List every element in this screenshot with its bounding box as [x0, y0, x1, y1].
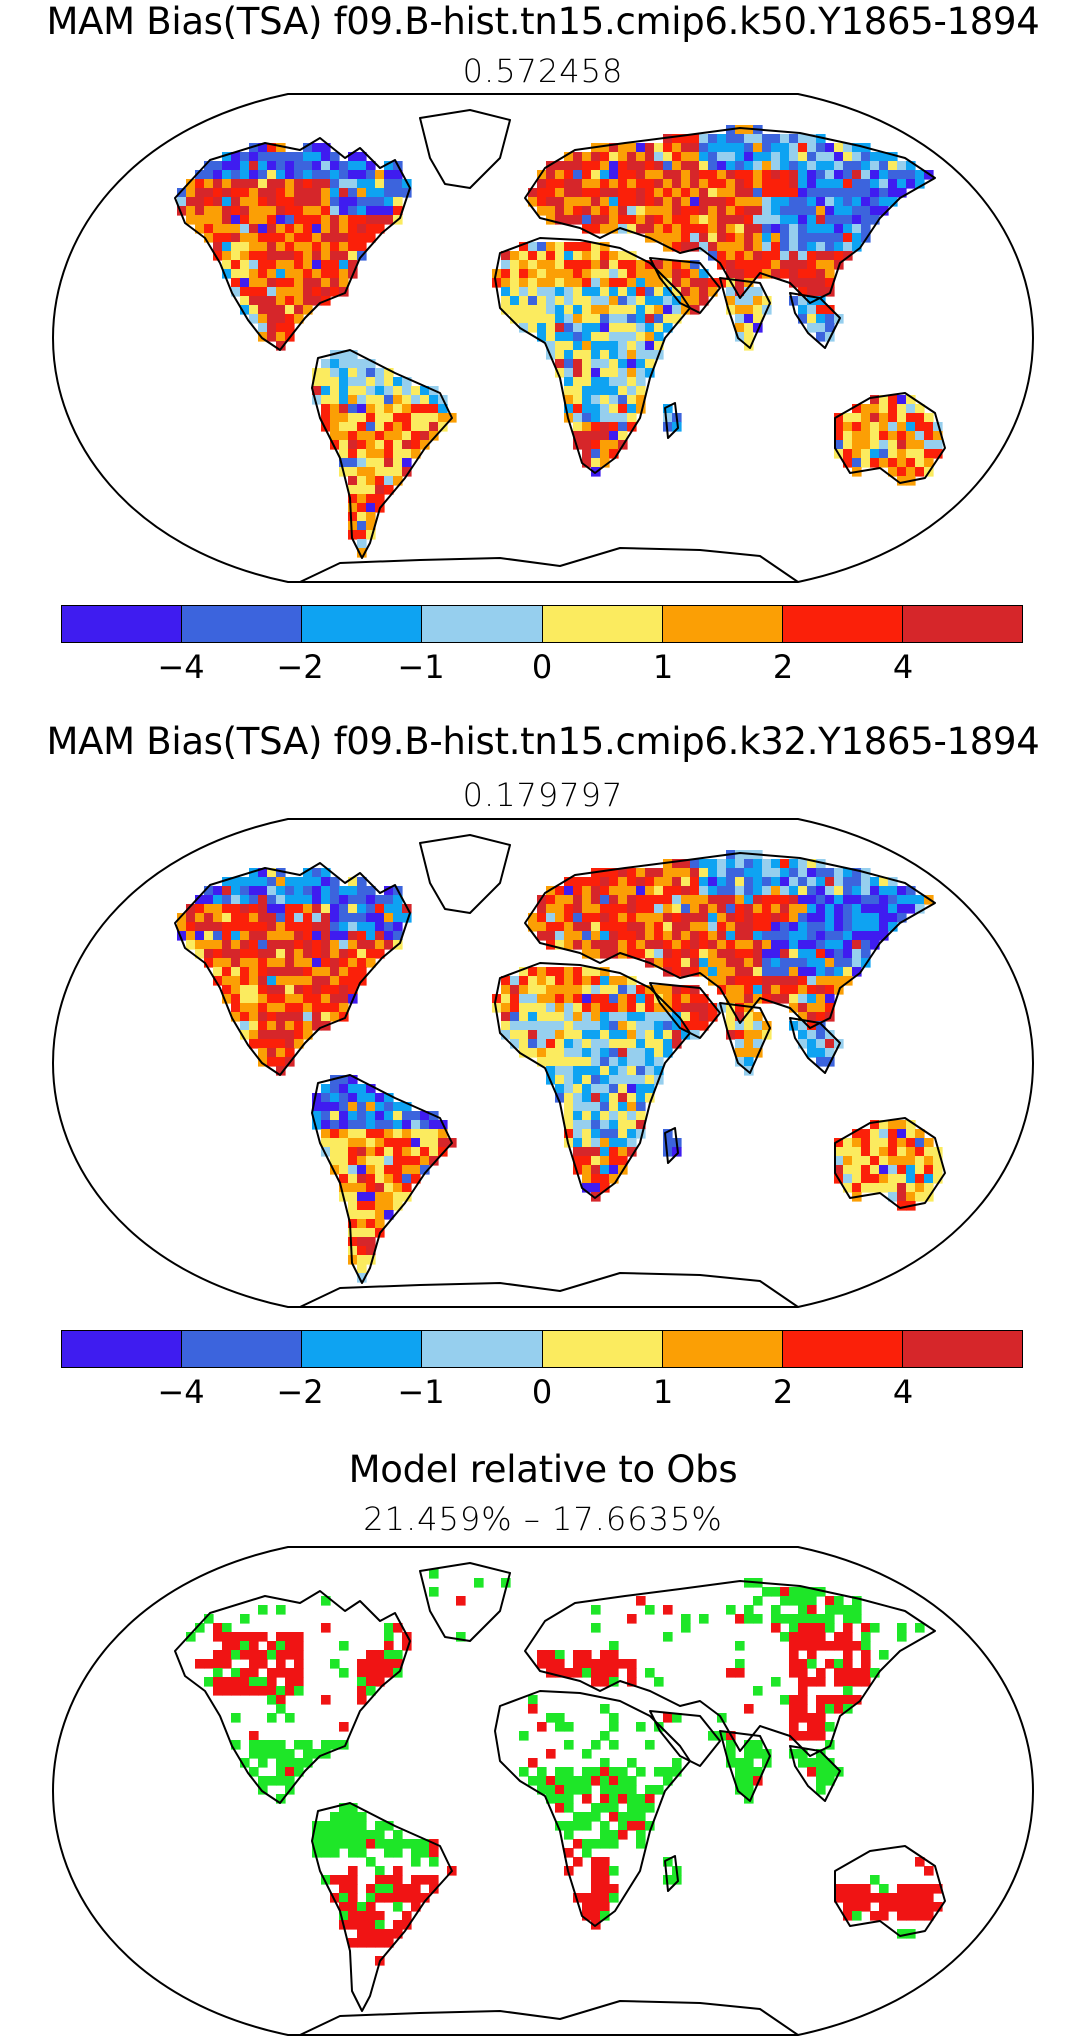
coastline-southAmerica — [311, 1074, 453, 1284]
panel-1-colorbar-ticks: −4 −2 −1 0 1 2 4 — [0, 648, 1086, 688]
coastline-seAsia — [789, 1745, 841, 1802]
coastline-eurasia — [524, 127, 936, 304]
coastline-madagascar — [664, 1127, 679, 1164]
colorbar-swatch-4 — [542, 606, 663, 642]
coastline-madagascar — [664, 402, 679, 439]
coastline-northAmerica — [174, 1590, 411, 1804]
colorbar-swatch-6 — [782, 606, 903, 642]
coastlines — [174, 109, 946, 582]
panel-1-title: MAM Bias(TSA) f09.B-hist.tn15.cmip6.k50.… — [46, 0, 1040, 43]
colorbar-swatch-0 — [62, 1331, 183, 1367]
coastline-antarctica — [299, 2000, 799, 2035]
panel-3-title: Model relative to Obs — [348, 1448, 738, 1491]
colorbar-swatch-0 — [62, 606, 183, 642]
colorbar-tick-label: −2 — [276, 1373, 324, 1411]
coastline-greenland — [419, 834, 511, 914]
colorbar-tick-label: −1 — [397, 648, 445, 686]
coastline-antarctica — [299, 1272, 799, 1307]
colorbar-tick-label: 1 — [652, 1373, 674, 1411]
panel-1-colorbar — [61, 605, 1023, 643]
coastline-eurasia — [524, 852, 936, 1029]
colorbar-swatch-3 — [422, 1331, 543, 1367]
colorbar-swatch-4 — [542, 1331, 663, 1367]
coastline-africa — [494, 962, 691, 1199]
coastline-arabia — [649, 982, 721, 1039]
colorbar-tick-label: 4 — [892, 648, 914, 686]
colorbar-swatch-5 — [662, 1331, 783, 1367]
map-frame — [51, 93, 1035, 583]
coastline-africa — [494, 237, 691, 474]
colorbar-tick-label: 0 — [531, 648, 553, 686]
panel-2-subtitle: 0.179797 — [462, 776, 624, 814]
colorbar-swatch-5 — [662, 606, 783, 642]
colorbar-swatch-1 — [182, 1331, 303, 1367]
map-frame — [51, 1546, 1035, 2036]
colorbar-swatch-6 — [782, 1331, 903, 1367]
coastlines — [174, 834, 946, 1307]
panel-1-subtitle: 0.572458 — [462, 52, 624, 90]
colorbar-swatch-3 — [422, 606, 543, 642]
colorbar-swatch-7 — [902, 1331, 1022, 1367]
coastline-southAmerica — [311, 1802, 453, 2012]
coastline-madagascar — [664, 1855, 679, 1892]
panel-2-colorbar-ticks: −4 −2 −1 0 1 2 4 — [0, 1373, 1086, 1413]
coastline-australia — [834, 1845, 946, 1937]
coastline-africa — [494, 1690, 691, 1927]
colorbar-tick-label: 2 — [772, 1373, 794, 1411]
panel-2-map — [51, 818, 1035, 1308]
colorbar-swatch-1 — [182, 606, 303, 642]
panel-2-title: MAM Bias(TSA) f09.B-hist.tn15.cmip6.k32.… — [46, 720, 1040, 763]
coastline-india — [719, 277, 771, 349]
coastline-seAsia — [789, 1017, 841, 1074]
coastline-seAsia — [789, 292, 841, 349]
coastline-arabia — [649, 257, 721, 314]
panel-3-map — [51, 1546, 1035, 2036]
coastline-greenland — [419, 109, 511, 189]
coastline-northAmerica — [174, 137, 411, 351]
colorbar-tick-label: 4 — [892, 1373, 914, 1411]
colorbar-tick-label: −4 — [157, 648, 205, 686]
colorbar-tick-label: −2 — [276, 648, 324, 686]
colorbar-tick-label: −1 — [397, 1373, 445, 1411]
map-data-cells — [177, 125, 943, 558]
coastline-australia — [834, 392, 946, 484]
panel-2-colorbar — [61, 1330, 1023, 1368]
coastline-antarctica — [299, 547, 799, 582]
coastline-northAmerica — [174, 862, 411, 1076]
colorbar-tick-label: 1 — [652, 648, 674, 686]
map-data-cells — [186, 1569, 943, 1966]
colorbar-tick-label: −4 — [157, 1373, 205, 1411]
coastline-australia — [834, 1117, 946, 1209]
colorbar-swatch-2 — [302, 1331, 423, 1367]
coastline-southAmerica — [311, 349, 453, 559]
panel-3-subtitle: 21.459% – 17.6635% — [363, 1500, 723, 1538]
panel-1-map — [51, 93, 1035, 583]
coastline-india — [719, 1730, 771, 1802]
map-frame — [51, 818, 1035, 1308]
coastline-india — [719, 1002, 771, 1074]
coastlines — [174, 1562, 946, 2035]
colorbar-tick-label: 0 — [531, 1373, 553, 1411]
coastline-eurasia — [524, 1580, 936, 1757]
coastline-arabia — [649, 1710, 721, 1767]
colorbar-swatch-7 — [902, 606, 1022, 642]
colorbar-tick-label: 2 — [772, 648, 794, 686]
coastline-greenland — [419, 1562, 511, 1642]
colorbar-swatch-2 — [302, 606, 423, 642]
